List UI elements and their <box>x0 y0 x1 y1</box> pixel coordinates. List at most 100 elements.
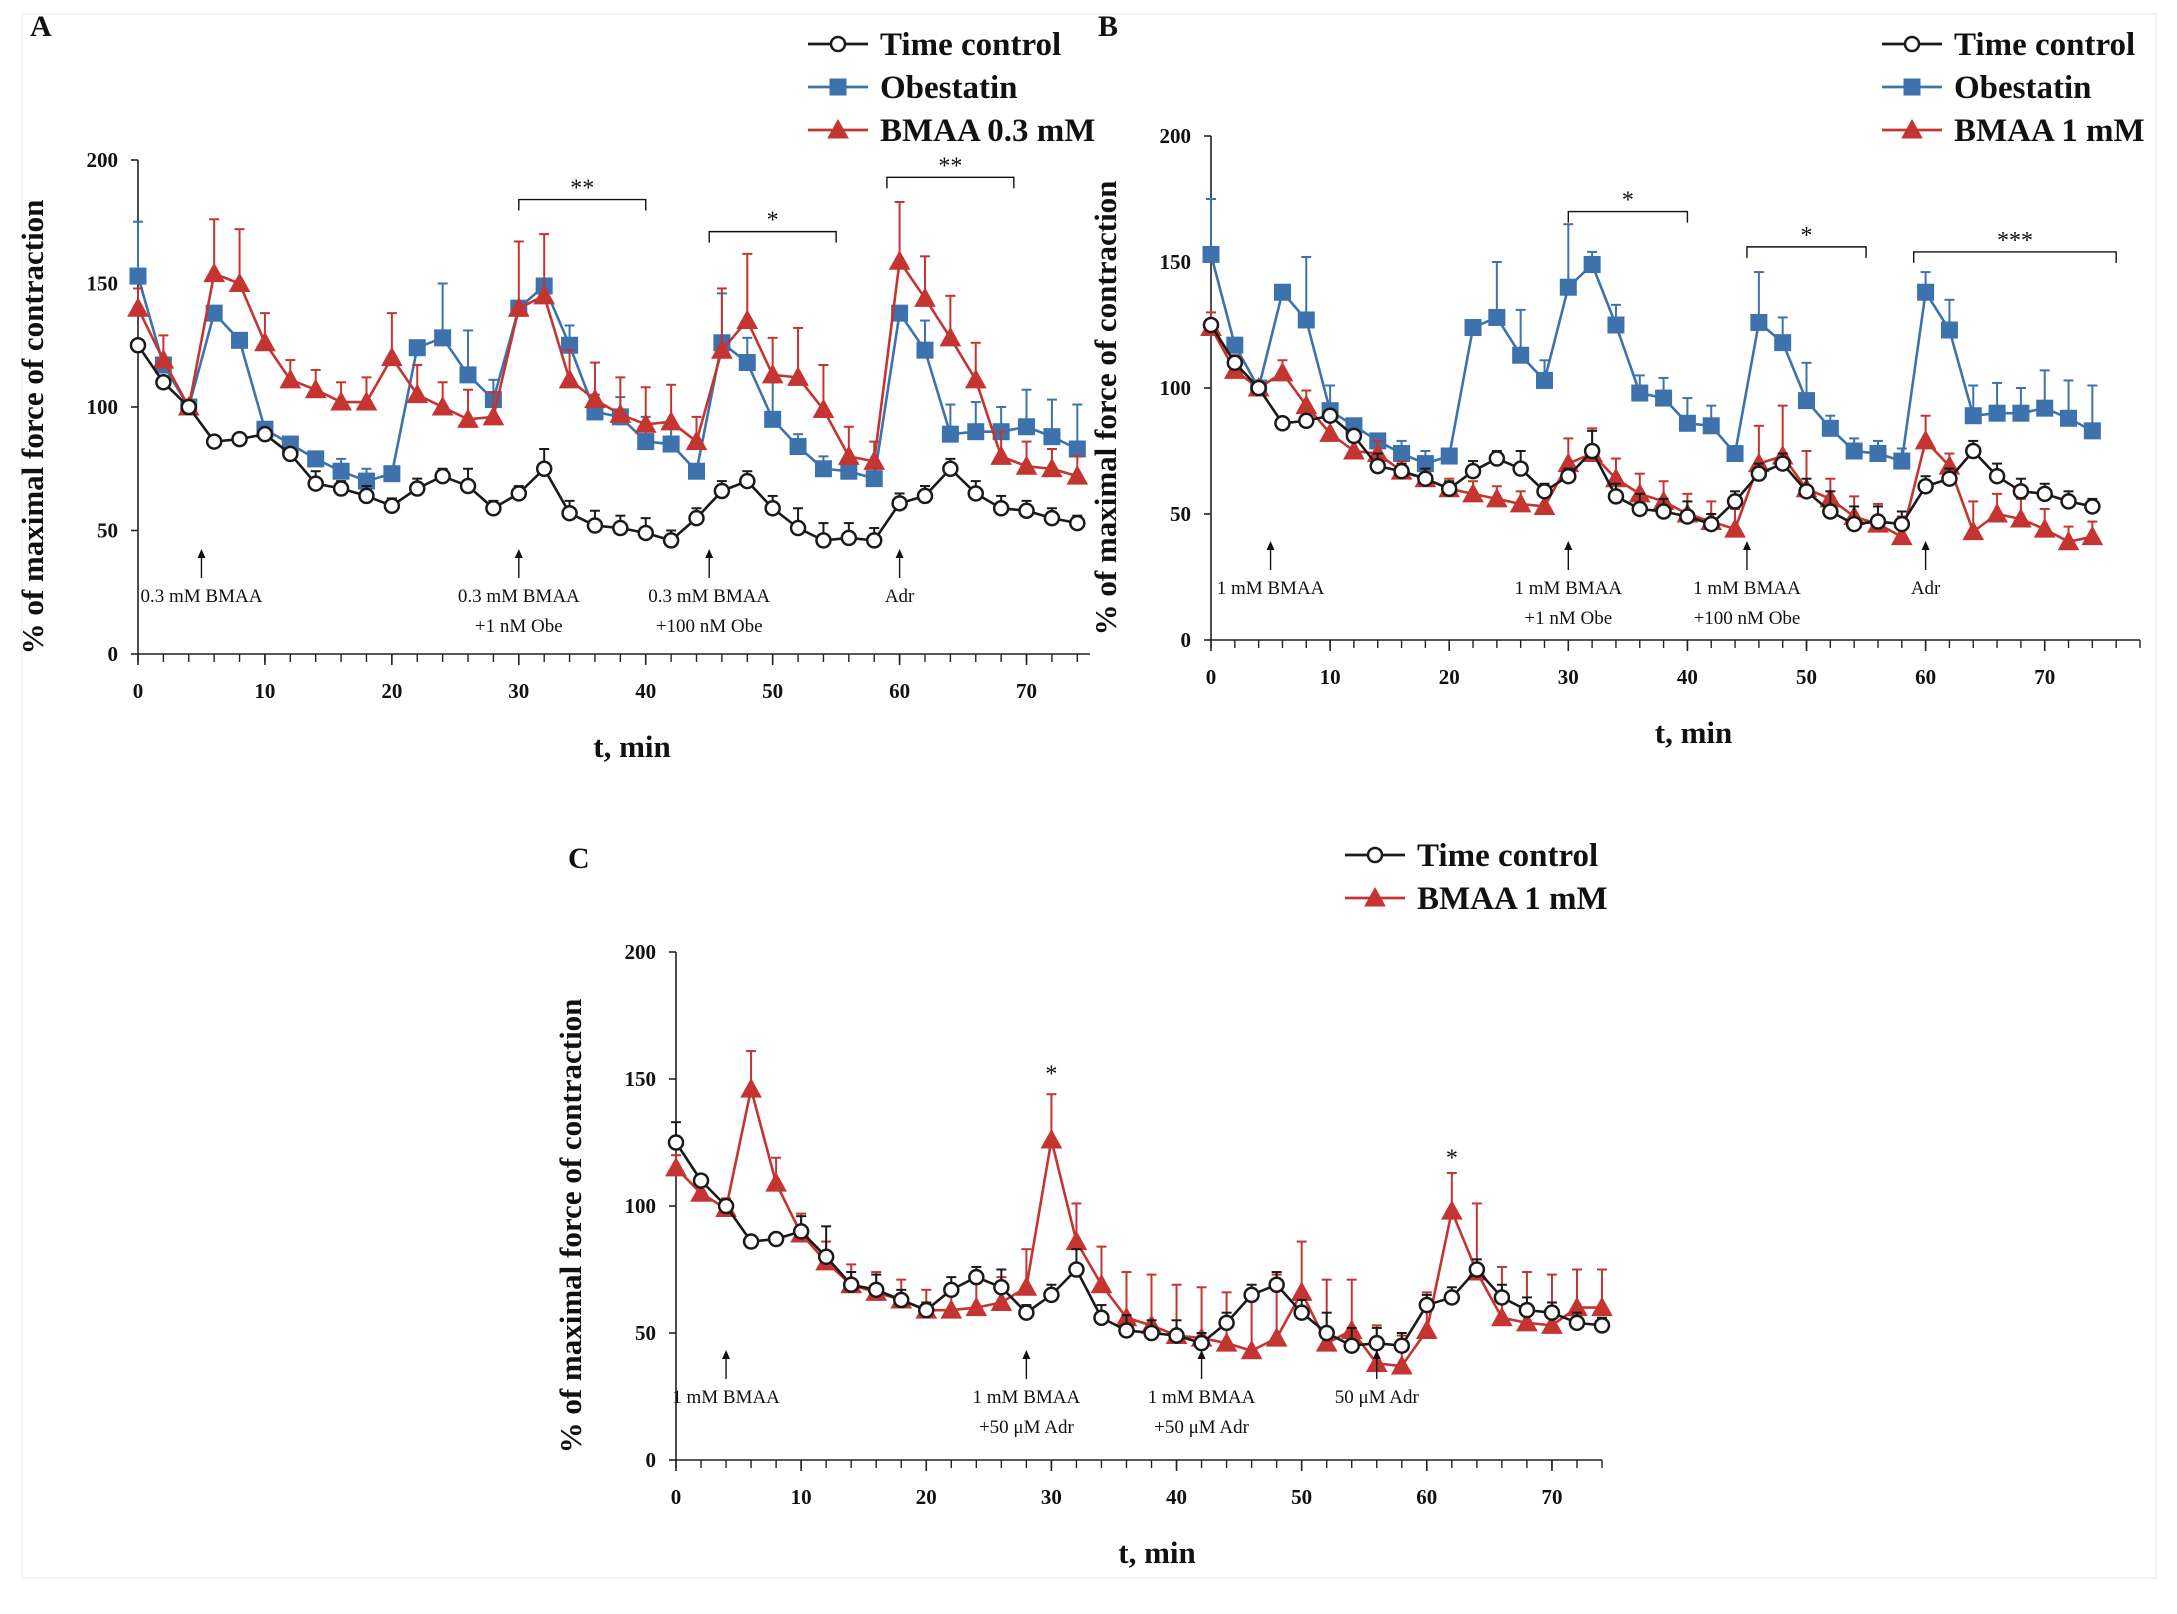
legend-label-control: Time control <box>1417 838 1598 874</box>
annotation: 1 mM BMAA +1 nM Obe <box>1514 541 1622 629</box>
data-point-control <box>742 1233 760 1250</box>
annotation-label: +50 μM Adr <box>1154 1417 1249 1438</box>
data-point-bmaa <box>940 1299 963 1319</box>
data-point-control <box>2036 485 2053 503</box>
data-point-bmaa <box>2081 525 2104 546</box>
annotation: 0.3 mM BMAA <box>140 549 263 607</box>
data-point-control <box>1202 316 1220 334</box>
significance-bracket: ** <box>518 176 647 211</box>
data-point-control <box>1069 514 1086 532</box>
data-point-bmaa <box>863 450 886 470</box>
significance-label: * <box>767 208 779 234</box>
data-point-control <box>968 1268 985 1286</box>
data-point-obestatin <box>1845 442 1863 460</box>
data-point-bmaa <box>1516 1311 1538 1332</box>
legend-marker-control <box>1366 846 1384 864</box>
data-point-bmaa <box>584 388 606 409</box>
data-point-bmaa <box>1724 518 1746 538</box>
data-point-obestatin <box>1068 440 1086 458</box>
data-point-control <box>1193 1334 1210 1352</box>
data-point-control <box>409 480 426 497</box>
data-point-obestatin <box>2060 409 2078 427</box>
data-point-obestatin <box>1226 336 1244 354</box>
data-point-obestatin <box>1917 283 1935 301</box>
data-point-bmaa <box>1491 1306 1513 1327</box>
data-point-control <box>688 509 705 527</box>
data-point-control <box>1318 1324 1335 1342</box>
legend-label-control: Time control <box>1954 27 2135 63</box>
x-tick-label: 20 <box>1439 665 1460 689</box>
annotation-label: +1 nM Obe <box>475 616 563 637</box>
data-point-bmaa <box>1015 1276 1038 1296</box>
data-point-control <box>891 495 908 512</box>
data-point-control <box>1418 1296 1436 1314</box>
annotation: 0.3 mM BMAA +100 nM Obe <box>648 549 770 637</box>
y-axis-title: % of maximal force of contraction <box>1088 181 1123 636</box>
bracket-line <box>1567 210 1689 223</box>
data-point-bmaa <box>1509 492 1532 513</box>
data-point-obestatin <box>941 425 959 443</box>
data-point-obestatin <box>891 304 909 322</box>
data-point-obestatin <box>1940 321 1958 339</box>
data-point-control <box>1293 1304 1310 1321</box>
annotation: 1 mM BMAA <box>1217 541 1325 599</box>
data-point-obestatin <box>1774 334 1792 352</box>
data-point-control <box>1393 462 1410 480</box>
significance-bracket: * <box>1746 223 1867 258</box>
data-point-control <box>1443 1289 1461 1306</box>
data-point-bmaa <box>685 430 708 451</box>
bracket-line <box>1746 246 1867 258</box>
data-point-control <box>1702 515 1720 533</box>
legend-label-bmaa: BMAA 0.3 mM <box>880 113 1095 149</box>
data-point-control <box>205 433 223 450</box>
data-point-bmaa <box>765 1172 787 1192</box>
data-point-obestatin <box>637 433 655 451</box>
data-point-bmaa <box>254 331 276 352</box>
annotation: 50 μM Adr <box>1335 1350 1419 1408</box>
data-point-control <box>1440 480 1458 498</box>
data-point-control <box>510 485 528 502</box>
data-point-control <box>1493 1289 1511 1306</box>
significance-label: * <box>1622 188 1634 214</box>
data-point-control <box>892 1291 910 1309</box>
data-point-control <box>485 500 502 517</box>
data-point-obestatin <box>865 470 883 488</box>
series-obestatin <box>1202 198 2101 473</box>
x-tick-label: 40 <box>1677 665 1698 689</box>
data-point-bmaa <box>736 309 759 330</box>
data-point-obestatin <box>332 462 350 480</box>
data-point-obestatin <box>840 462 858 480</box>
data-point-control <box>2060 493 2077 510</box>
bracket-line <box>518 198 647 211</box>
data-point-bmaa <box>939 326 962 347</box>
data-point-control <box>1218 1314 1235 1332</box>
x-tick-label: 30 <box>1558 665 1579 689</box>
series-control <box>129 337 1086 549</box>
data-point-control <box>1593 1317 1611 1334</box>
annotation-arrowhead <box>705 549 714 558</box>
data-point-control <box>1368 1334 1386 1352</box>
data-point-control <box>1560 467 1577 485</box>
data-point-control <box>1607 488 1625 505</box>
data-point-bmaa <box>1040 1128 1063 1149</box>
x-tick-label: 0 <box>133 679 144 703</box>
annotation-label: +1 nM Obe <box>1524 608 1612 629</box>
data-point-control <box>1774 455 1791 472</box>
data-point-bmaa <box>1440 1200 1463 1220</box>
data-point-bmaa <box>965 1296 988 1317</box>
data-point-control <box>1043 509 1061 527</box>
annotation-label: 1 mM BMAA <box>672 1387 780 1408</box>
significance-bracket: * <box>708 208 837 243</box>
bracket-line <box>708 230 837 243</box>
data-point-control <box>561 504 578 522</box>
data-point-control <box>1143 1324 1160 1342</box>
y-axis-title: % of maximal force of contraction <box>15 200 50 655</box>
x-tick-label: 40 <box>1166 1485 1187 1509</box>
data-point-bmaa <box>1415 1319 1438 1339</box>
data-point-control <box>459 477 477 495</box>
data-point-obestatin <box>1798 392 1816 410</box>
data-point-bmaa <box>1315 1332 1338 1352</box>
legend-marker-bmaa <box>1364 886 1386 907</box>
x-tick-label: 60 <box>1915 665 1936 689</box>
